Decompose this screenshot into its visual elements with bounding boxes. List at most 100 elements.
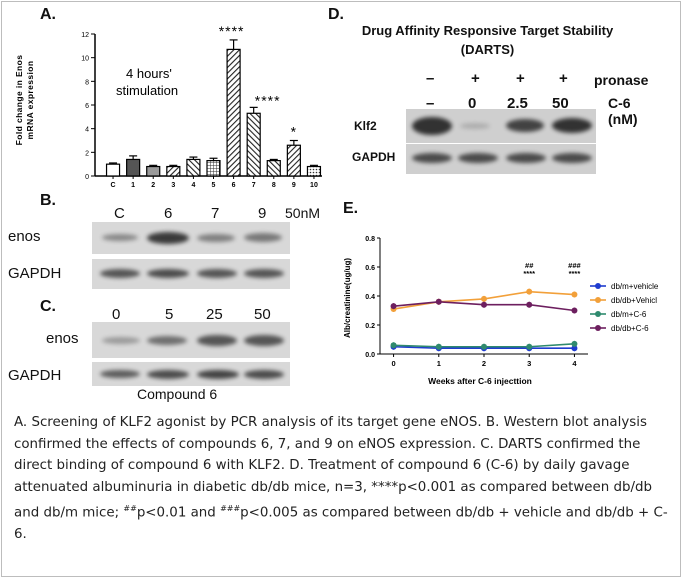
panel-a-ytick-label: 10: [81, 56, 89, 63]
panel-c-enos-blot: [92, 322, 290, 358]
panel-d-c6-2: 0: [468, 95, 477, 112]
panel-e-letter: E.: [343, 200, 359, 217]
panel-d-c6-4: 50: [552, 95, 569, 112]
panel-a-xtick-label: 5: [212, 182, 216, 189]
caption-part1: A. Screening of KLF2 agonist by PCR anal…: [14, 415, 653, 521]
panel-e-point: [526, 288, 533, 295]
panel-a-ytick-label: 2: [85, 150, 89, 157]
panel-d-c6-3: 2.5: [507, 95, 528, 112]
panel-e-legend-marker: [595, 283, 601, 289]
panel-e-xtick-label: 3: [527, 359, 531, 368]
panel-e-legend-label: db/m+vehicle: [611, 282, 659, 291]
panel-a-letter: A.: [40, 6, 56, 23]
panel-a-ylabel-line2: mRNA expression: [25, 61, 35, 140]
panel-b-lane-9: 9: [258, 205, 267, 222]
panel-d-c6-1: –: [426, 95, 435, 112]
panel-c-row-enos: enos: [46, 330, 79, 347]
panel-e-point: [481, 295, 487, 302]
panel-a-bar: [105, 163, 121, 177]
panel-a-xtick-label: 4: [191, 182, 195, 189]
panel-a-ytick-label: 4: [85, 127, 89, 134]
panel-a-xtick-label: 7: [252, 182, 256, 189]
panel-e-point: [481, 343, 487, 350]
panel-b-row-enos: enos: [8, 228, 41, 245]
panel-c-letter: C.: [40, 298, 56, 315]
panel-e-ytick-label: 0.8: [365, 236, 375, 243]
panel-a-ytick-label: 0: [85, 174, 89, 181]
panel-e-point: [390, 303, 397, 310]
panel-b-gapdh-blot: [92, 259, 290, 289]
panel-e-ytick-label: 0.2: [365, 323, 375, 330]
panel-a-bar: [266, 160, 281, 177]
panel-e-point: [571, 307, 578, 314]
caption-sup2: ###: [220, 504, 241, 514]
panel-e-xtick-label: 2: [482, 359, 486, 368]
panel-a-bar: [166, 165, 181, 177]
panel-b-lane-6: 6: [164, 205, 173, 222]
panel-d-pronase-2: +: [471, 70, 480, 87]
panel-a-bar: [146, 165, 161, 177]
panel-a-bar: [226, 48, 241, 177]
panel-d-row-gapdh: GAPDH: [352, 150, 396, 164]
panel-e-xtick-label: 0: [391, 359, 395, 368]
panel-d-title-line1: Drug Affinity Responsive Target Stabilit…: [361, 23, 614, 38]
panel-a-xtick-label: 9: [292, 182, 296, 189]
panel-e-legend-marker: [595, 297, 601, 303]
panel-a-bar: [246, 112, 261, 177]
panel-e-chart: 0.00.20.40.60.80 1 2 3 4 ##****###**** db/m+…: [343, 236, 659, 386]
panel-e-ytick-label: 0.0: [365, 352, 375, 359]
panel-a-xtick-label: 3: [171, 182, 175, 189]
panel-c-compound-label: Compound 6: [137, 386, 218, 402]
panel-c-lane-0: 0: [112, 306, 121, 323]
panel-e-point: [571, 291, 578, 298]
panel-a-ytick-label: 6: [85, 103, 89, 110]
panel-d-pronase-4: +: [559, 70, 568, 87]
panel-e-xtick-label: 4: [572, 359, 577, 368]
panel-e-axes: 0.0 0.2 0.4 0.6 0.8 0 1 2 3 4: [365, 236, 588, 368]
panel-a-bars: C 1 2 3 4 5 6 **** 7 **** 8 9 * 10: [105, 23, 322, 189]
panel-d-row-klf2: Klf2: [354, 119, 377, 133]
panel-a-bar: [126, 158, 141, 177]
panel-c-row-gapdh: GAPDH: [8, 367, 62, 384]
panel-b-lane-c: C: [114, 205, 125, 222]
panel-e-point: [571, 340, 578, 347]
panel-c-lane-50: 50: [254, 306, 271, 323]
panel-e-significance: ****: [569, 269, 581, 278]
panel-d-letter: D.: [328, 6, 344, 23]
panel-e-legend-label: db/db+C-6: [611, 324, 649, 333]
panel-b-enos-blot: [92, 222, 290, 254]
panel-d-title: Drug Affinity Responsive Target Stabilit…: [340, 21, 635, 59]
panel-e-point: [571, 345, 578, 352]
panel-e-point: [481, 301, 487, 308]
panel-e-ytick-label: 0.6: [365, 265, 375, 272]
panel-c-lane-5: 5: [165, 306, 174, 323]
panel-e-ytick-label: 0.4: [365, 294, 375, 301]
panel-c-gapdh-blot: [92, 362, 290, 386]
panel-d-pronase-1: –: [426, 70, 435, 87]
panel-d-title-line2: (DARTS): [460, 42, 515, 57]
panel-e-significance: ##: [525, 261, 534, 270]
panel-b-lane-7: 7: [211, 205, 220, 222]
panel-a-bar: [206, 160, 221, 177]
panel-a-ytick-label: 8: [85, 79, 89, 86]
panel-b-row-gapdh: GAPDH: [8, 265, 62, 282]
panel-e-point: [435, 298, 442, 305]
panel-a-xtick-label: 8: [272, 182, 276, 189]
panel-a-xtick-label: 2: [151, 182, 155, 189]
panel-d-pronase-label: pronase: [594, 72, 649, 88]
panel-d-c6-label: C-6: [608, 95, 631, 111]
panel-e-legend-label: db/db+Vehicl: [611, 296, 657, 305]
panel-e-legend: db/m+vehicle db/db+Vehicl db/m+C-6 db/db+C-…: [590, 282, 659, 333]
panel-e-point: [526, 301, 533, 308]
caption-part3: p<0.005 as compared between db/db + vehi…: [14, 505, 668, 543]
panel-d-c6-unit: (nM): [608, 111, 638, 127]
panel-a-ytick-label: 12: [81, 32, 89, 39]
panel-e-significance: ****: [523, 269, 535, 278]
panel-b-unit: 50nM: [285, 205, 321, 221]
panel-a-significance: *: [291, 124, 297, 140]
caption-sup1: ##: [123, 504, 137, 514]
panel-e-ylabel: Alb/creatinine(ug/ug): [343, 258, 352, 338]
panel-d-gapdh-blot: [406, 144, 596, 174]
caption-part2: p<0.01 and: [136, 505, 221, 521]
